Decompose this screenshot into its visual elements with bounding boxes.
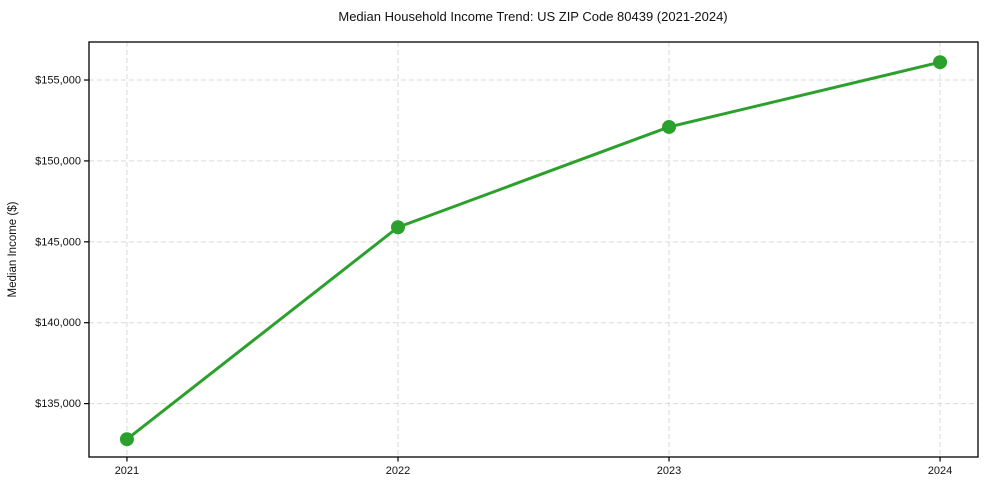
data-point [933,55,948,70]
x-tick-label: 2022 [386,465,410,477]
y-tick-label: $135,000 [35,398,81,410]
data-point [119,432,134,447]
x-tick-label: 2023 [657,465,681,477]
y-tick-label: $150,000 [35,155,81,167]
data-point [390,220,405,235]
chart-title: Median Household Income Trend: US ZIP Co… [338,9,727,24]
data-point [662,119,677,134]
x-tick-label: 2024 [928,465,952,477]
y-tick-label: $155,000 [35,75,81,87]
y-axis-label: Median Income ($) [7,201,19,297]
plot-border [88,41,979,458]
y-tick-label: $140,000 [35,317,81,329]
x-tick-label: 2021 [115,465,139,477]
trend-line [125,60,942,441]
plot-area: $135,000 $140,000 $145,000 $150,000 $155,000… [35,41,979,477]
y-tick-label: $145,000 [35,236,81,248]
